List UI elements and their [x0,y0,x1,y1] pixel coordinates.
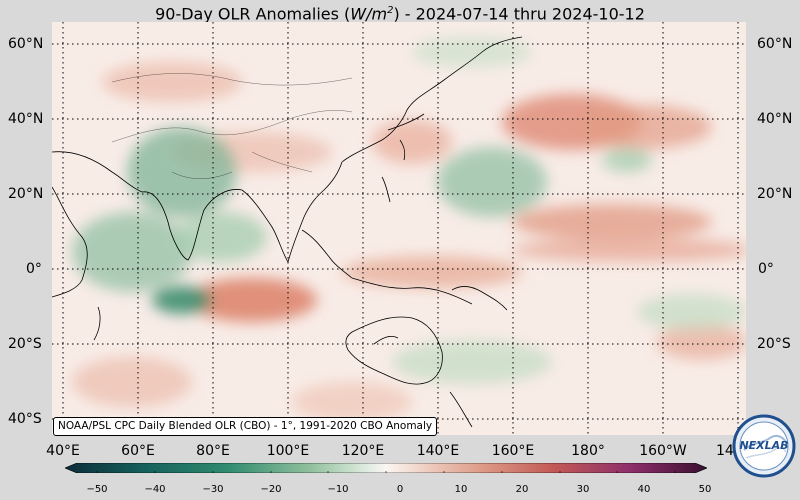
lon-label-80e: 80°E [196,443,230,459]
colorbar-tick-label: 50 [698,484,712,495]
lon-label-140w: 140° [716,444,736,458]
lat-label-20n-right: 20°N [757,186,793,202]
data-source-credit: NOAA/PSL CPC Daily Blended OLR (CBO) - 1… [53,417,438,436]
colorbar-tick-label: −20 [260,484,282,495]
lat-label-eq-left: 0° [26,261,42,277]
lon-label-180: 180° [571,443,605,459]
colorbar-ticks [96,471,676,473]
logo-text: NEXLAB [739,439,788,452]
anomaly-field [72,37,746,422]
lon-label-100e: 100°E [266,443,310,459]
colorbar-tick-label: −50 [86,484,108,495]
colorbar [65,463,707,473]
colorbar-tick-label: 30 [576,484,590,495]
lat-label-40s-left: 40°S [8,411,42,427]
lon-label-160w: 160°W [639,443,687,459]
lon-label-120e: 120°E [341,443,385,459]
borders [111,73,353,179]
lat-label-20s-left: 20°S [8,336,42,352]
colorbar-tick-label: 10 [454,484,468,495]
map-title: 90-Day OLR Anomalies (W/m2) - 2024-07-14… [155,4,645,24]
lon-label-160e: 160°E [491,443,535,459]
colorbar-tick-label: −30 [202,484,224,495]
lon-label-140e: 140°E [416,443,460,459]
lat-label-40n-left: 40°N [8,111,44,127]
colorbar-gradient [65,463,707,473]
colorbar-tick-label: −40 [144,484,166,495]
lat-label-20s-right: 20°S [757,336,791,352]
nexlab-logo: NEXLAB [732,414,796,478]
lat-label-60n-right: 60°N [757,36,793,52]
colorbar-tick-label: 20 [515,484,529,495]
lat-label-40n-right: 40°N [757,111,793,127]
colorbar-tick-label: 0 [396,484,404,495]
lon-label-60e: 60°E [121,443,155,459]
lon-label-40e: 40°E [46,443,80,459]
colorbar-tick-label: 40 [637,484,651,495]
lat-label-eq-right: 0° [758,261,774,277]
lat-label-60n-left: 60°N [8,36,44,52]
coastlines [52,36,523,428]
lat-label-20n-left: 20°N [8,186,44,202]
colorbar-tick-label: −10 [327,484,349,495]
olr-anomaly-map [52,22,746,435]
